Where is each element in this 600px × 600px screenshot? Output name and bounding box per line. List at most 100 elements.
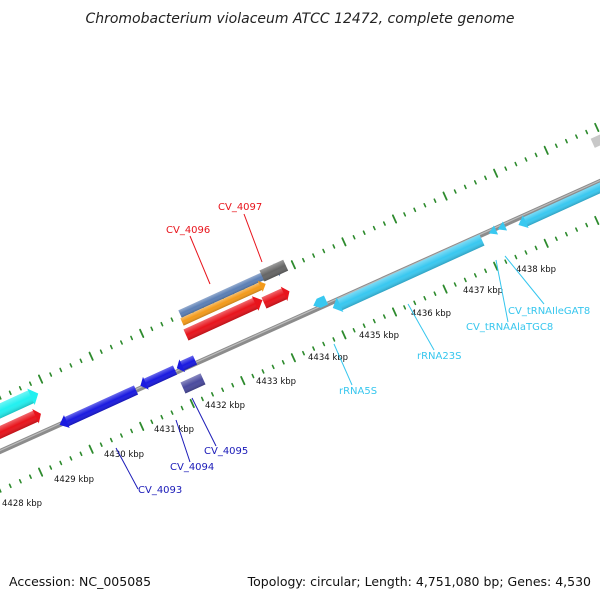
kbp-label: 4429 kbp	[54, 475, 94, 485]
minor-tick	[554, 143, 558, 149]
minor-tick	[372, 225, 376, 231]
kbp-label: 4434 kbp	[308, 353, 348, 363]
minor-tick	[109, 344, 113, 350]
minor-tick	[18, 386, 22, 391]
minor-tick	[180, 405, 184, 411]
major-tick	[391, 214, 398, 224]
gene-trna-ile-arrow[interactable]	[496, 221, 508, 233]
minor-tick	[382, 314, 386, 319]
gene-red-arrow-left[interactable]	[0, 406, 44, 444]
minor-tick	[130, 428, 134, 434]
kbp-label: 4436 kbp	[411, 309, 451, 319]
minor-tick	[0, 395, 2, 400]
trnaile-label[interactable]: CV_tRNAIleGAT8	[508, 306, 590, 317]
gene-rrna5s-arrow[interactable]	[311, 295, 329, 310]
cv4096-label[interactable]: CV_4096	[166, 225, 210, 236]
rrna23s-leader-line	[407, 303, 435, 351]
major-tick	[290, 260, 296, 270]
minor-tick	[564, 231, 568, 237]
cv4094-label[interactable]: CV_4094	[170, 462, 214, 473]
minor-tick	[251, 373, 255, 379]
gene-red-arrow-small[interactable]	[261, 284, 293, 310]
minor-tick	[504, 259, 508, 264]
minor-tick	[221, 387, 225, 393]
minor-tick	[130, 335, 134, 341]
minor-tick	[322, 341, 326, 347]
gene-cyan-arrow-right[interactable]	[516, 180, 600, 232]
gene-orange-arrow[interactable]	[180, 278, 269, 327]
gene-gray-block[interactable]	[259, 259, 289, 282]
minor-tick	[109, 437, 113, 443]
inner-tick-row	[0, 215, 600, 493]
gene-callouts: CV_4097 CV_4096 CV_4093 CV_4094 CV_4095 rRNA5…	[115, 202, 590, 496]
trnaala-leader-line	[495, 259, 509, 323]
minor-tick	[484, 268, 488, 274]
gene-trna-ala-arrow[interactable]	[487, 225, 499, 237]
partial-feature-topright[interactable]	[590, 130, 600, 148]
major-tick	[38, 467, 44, 477]
gene-cv4095-block[interactable]	[180, 373, 206, 394]
major-tick	[189, 398, 195, 409]
minor-tick	[0, 488, 2, 493]
minor-tick	[554, 236, 558, 242]
minor-tick	[423, 202, 427, 208]
kbp-label: 4435 kbp	[359, 331, 399, 341]
kbp-label: 4433 kbp	[256, 377, 296, 387]
minor-tick	[332, 337, 336, 342]
major-tick	[543, 145, 549, 155]
minor-tick	[302, 257, 305, 263]
major-tick	[341, 330, 347, 340]
cv4097-label[interactable]: CV_4097	[218, 202, 262, 213]
gene-cv4093-arrow[interactable]	[57, 384, 139, 432]
minor-tick	[463, 184, 467, 190]
gene-blue-small-arrow[interactable]	[174, 354, 198, 375]
cv4094-leader-line	[175, 419, 191, 463]
minor-tick	[453, 282, 457, 287]
trnaala-label[interactable]: CV_tRNAAlaTGC8	[466, 322, 553, 333]
kbp-labels: 4428 kbp 4429 kbp 4430 kbp 4431 kbp 4432 kbp…	[2, 265, 556, 509]
major-tick	[543, 238, 549, 248]
minor-tick	[28, 381, 32, 386]
accession-text: Accession: NC_005085	[9, 574, 151, 589]
minor-tick	[534, 152, 538, 158]
gene-cv4097-arrow[interactable]	[177, 260, 287, 320]
minor-tick	[413, 300, 417, 306]
minor-tick	[59, 460, 63, 466]
minor-tick	[302, 350, 305, 356]
kbp-label: 4432 kbp	[205, 401, 245, 411]
major-tick	[442, 191, 448, 201]
minor-tick	[423, 295, 427, 301]
minor-tick	[403, 305, 407, 310]
major-tick	[391, 307, 398, 317]
gene-cv4096-arrow[interactable]	[183, 293, 266, 342]
gene-aqua-arrow[interactable]	[0, 385, 42, 428]
rrna5s-label[interactable]: rRNA5S	[339, 386, 377, 397]
minor-tick	[575, 227, 579, 232]
cv4095-label[interactable]: CV_4095	[204, 446, 248, 457]
rrna23s-label[interactable]: rRNA23S	[417, 351, 461, 362]
minor-tick	[372, 318, 376, 324]
kbp-label: 4437 kbp	[463, 286, 503, 296]
minor-tick	[69, 456, 73, 461]
gene-rrna23s-arrow[interactable]	[329, 233, 485, 316]
minor-tick	[585, 222, 589, 228]
minor-tick	[312, 346, 316, 351]
minor-tick	[231, 382, 235, 388]
minor-tick	[534, 245, 538, 251]
minor-tick	[49, 372, 53, 377]
kbp-label: 4430 kbp	[104, 450, 144, 460]
minor-tick	[79, 451, 83, 457]
trnaile-leader-line	[504, 255, 545, 305]
cv4093-leader-line	[115, 447, 139, 490]
cv4093-label[interactable]: CV_4093	[138, 485, 182, 496]
minor-tick	[200, 396, 204, 402]
minor-tick	[352, 235, 356, 240]
major-tick	[240, 376, 246, 386]
minor-tick	[362, 230, 366, 235]
major-tick	[139, 421, 145, 431]
minor-tick	[524, 250, 528, 255]
gene-cv4094-arrow[interactable]	[138, 364, 178, 392]
minor-tick	[281, 360, 285, 365]
minor-tick	[79, 358, 83, 364]
